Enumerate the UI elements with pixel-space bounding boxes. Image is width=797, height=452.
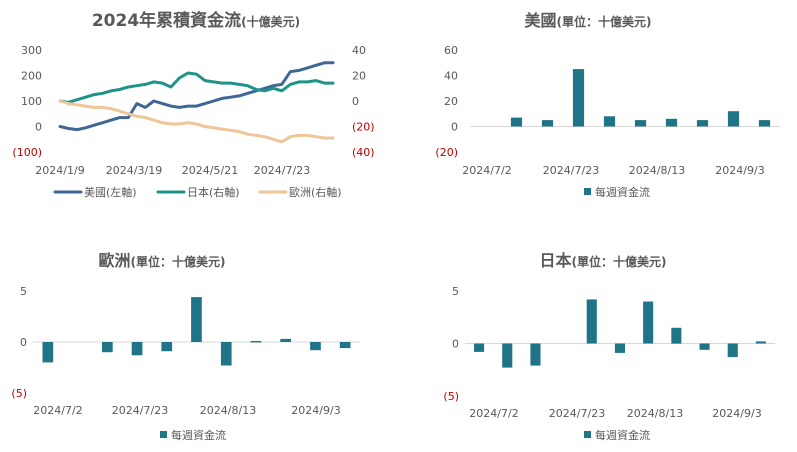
bar [614, 343, 625, 353]
left-axis-tick-label: 200 [21, 70, 42, 83]
bar [665, 118, 678, 127]
jp-title: 日本(單位：十億美元) [540, 251, 667, 270]
y-axis-tick-label: (20) [435, 146, 458, 159]
right-axis-tick-label: (20) [352, 121, 375, 134]
legend-label: 美國(左軸) [84, 185, 137, 199]
bar [310, 342, 321, 351]
us-title: 美國(單位：十億美元) [525, 11, 652, 30]
x-axis-tick-label: 2024/9/3 [712, 407, 761, 420]
bar [603, 116, 616, 127]
bar [250, 341, 262, 343]
x-axis-tick-label: 2024/7/2 [462, 164, 511, 177]
legend-swatch [584, 188, 591, 195]
bar [131, 342, 143, 356]
bar [643, 301, 654, 344]
cumulative-title: 2024年累積資金流(十億美元) [92, 10, 300, 31]
left-axis-tick-label: 0 [35, 121, 42, 134]
bar [161, 342, 173, 352]
legend-label: 每週資金流 [171, 428, 226, 442]
left-axis-tick-label: 300 [21, 44, 42, 57]
bar [102, 342, 113, 353]
right-axis-tick-label: 40 [352, 44, 366, 57]
bar [474, 343, 485, 352]
bar [530, 343, 541, 366]
bar [572, 69, 585, 127]
bar [727, 111, 740, 127]
y-axis-tick-label: 5 [452, 285, 459, 298]
y-axis-tick-label: 0 [20, 336, 27, 349]
x-axis-tick-label: 2024/5/21 [182, 164, 238, 177]
bar [634, 120, 647, 127]
series-line-3 [58, 99, 335, 144]
left-axis-tick-label: (100) [12, 146, 42, 159]
y-axis-tick-label: (5) [443, 390, 459, 403]
y-axis-tick-label: 20 [444, 95, 458, 108]
series-line-1 [58, 61, 335, 132]
bar [42, 342, 54, 363]
y-axis-tick-label: 40 [444, 70, 458, 83]
bar [510, 117, 523, 127]
series-line-2 [58, 71, 335, 104]
x-axis-tick-label: 2024/7/2 [469, 407, 518, 420]
y-axis-tick-label: (5) [11, 387, 27, 400]
cumulative-title-main: 2024年累積資金流 [92, 10, 241, 31]
bar [758, 120, 771, 127]
bar [699, 343, 710, 350]
x-axis-tick-label: 2024/9/3 [715, 164, 764, 177]
x-axis-tick-label: 2024/7/23 [543, 164, 599, 177]
x-axis-tick-label: 2024/7/2 [33, 404, 82, 417]
bar [586, 299, 597, 344]
legend-label: 每週資金流 [595, 185, 650, 199]
cumulative-title-unit: (十億美元) [241, 14, 300, 29]
bar [220, 342, 232, 366]
right-axis-tick-label: 20 [352, 70, 366, 83]
bar [280, 338, 291, 342]
y-axis-tick-label: 0 [452, 338, 459, 351]
legend-label: 歐洲(右軸) [289, 185, 342, 199]
x-axis-tick-label: 2024/8/13 [629, 164, 685, 177]
x-axis-tick-label: 2024/7/23 [112, 404, 168, 417]
x-axis-tick-label: 2024/9/3 [291, 404, 340, 417]
legend-swatch [584, 431, 591, 438]
bar [755, 341, 766, 344]
x-axis-tick-label: 2024/7/23 [254, 164, 310, 177]
legend-swatch [160, 431, 167, 438]
y-axis-tick-label: 60 [444, 44, 458, 57]
y-axis-tick-label: 0 [451, 121, 458, 134]
y-axis-tick-label: 5 [20, 285, 27, 298]
bar [727, 343, 738, 358]
bar [191, 297, 202, 342]
bar [696, 120, 709, 127]
x-axis-tick-label: 2024/7/23 [549, 407, 605, 420]
x-axis-tick-label: 2024/8/13 [200, 404, 256, 417]
x-axis-tick-label: 2024/3/19 [106, 164, 162, 177]
bar [541, 120, 554, 127]
x-axis-tick-label: 2024/8/13 [627, 407, 683, 420]
left-axis-tick-label: 100 [21, 95, 42, 108]
eu-title-unit: (單位：十億美元) [131, 254, 226, 269]
bar [339, 342, 351, 349]
jp-title-unit: (單位：十億美元) [572, 254, 667, 269]
us-title-main: 美國 [525, 11, 557, 30]
right-axis-tick-label: 0 [352, 95, 359, 108]
legend-label: 日本(右軸) [187, 185, 240, 199]
jp-title-main: 日本 [540, 251, 572, 270]
eu-title-main: 歐洲 [99, 251, 131, 270]
eu-title: 歐洲(單位：十億美元) [99, 251, 226, 270]
bar [671, 327, 682, 344]
legend-label: 每週資金流 [595, 428, 650, 442]
right-axis-tick-label: (40) [352, 146, 375, 159]
bar [502, 343, 513, 368]
x-axis-tick-label: 2024/1/9 [35, 164, 84, 177]
us-title-unit: (單位：十億美元) [557, 14, 652, 29]
